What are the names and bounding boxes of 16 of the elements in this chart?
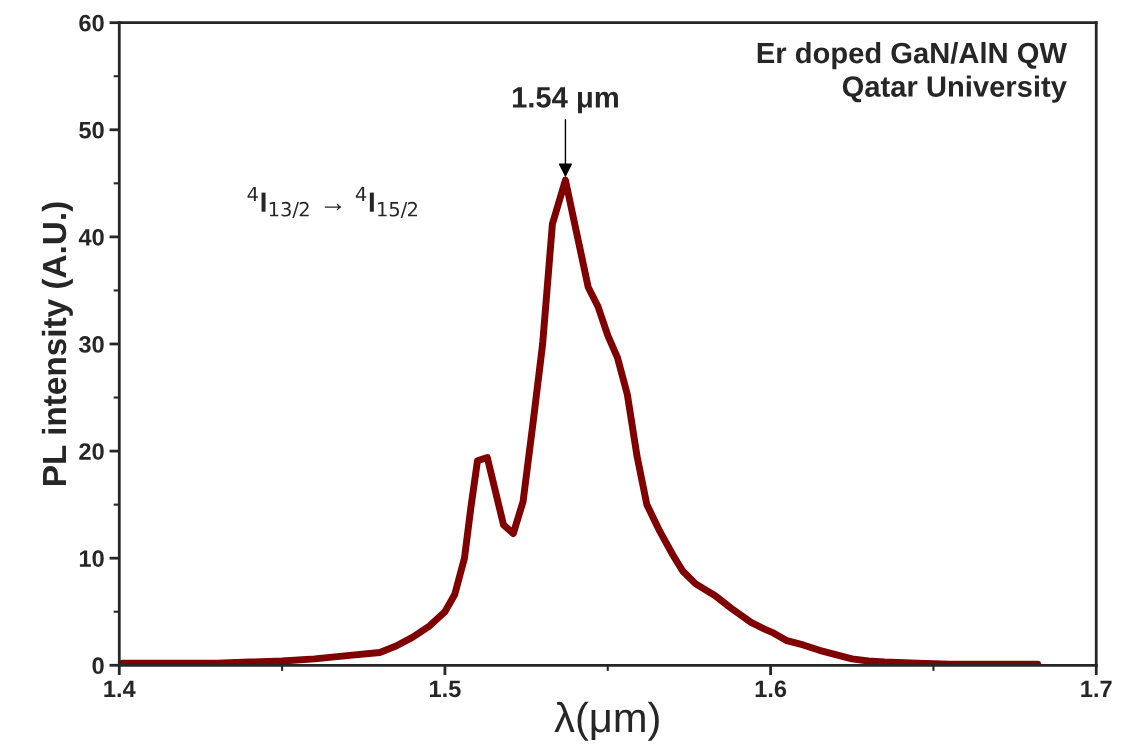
x-tick-label: 1.4 <box>104 680 136 697</box>
y-axis-title: PL intensity (A.U.) <box>41 202 73 485</box>
y-tick-label: 50 <box>79 121 104 139</box>
x-tick-label: 1.6 <box>755 680 787 698</box>
annotation: $^{4}$I$_{13/2}$ → $^{4}$I$_{15/2}$ <box>247 186 417 219</box>
y-tick-label: 30 <box>78 336 104 353</box>
x-tick-label: 1.5 <box>430 680 461 698</box>
y-tick-label: 10 <box>79 550 104 567</box>
x-axis-title: λ(μm) <box>554 701 659 741</box>
y-tick-label: 0 <box>92 657 104 675</box>
annotation: 1.54 μm <box>512 87 618 114</box>
y-tick-label: 40 <box>78 228 104 246</box>
y-tick-label: 20 <box>79 443 104 460</box>
annotation: Er doped GaN/AlN QW Qatar University <box>757 41 1067 103</box>
y-tick-label: 60 <box>79 14 104 32</box>
x-tick-label: 1.7 <box>1081 680 1112 697</box>
